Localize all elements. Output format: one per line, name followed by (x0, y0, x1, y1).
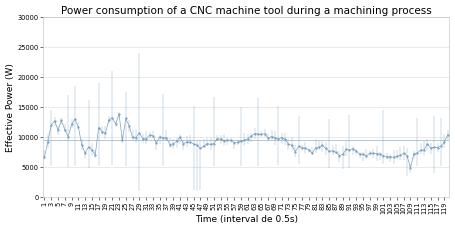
Title: Power consumption of a CNC machine tool during a machining process: Power consumption of a CNC machine tool … (61, 5, 431, 16)
X-axis label: Time (interval de 0.5s): Time (interval de 0.5s) (195, 215, 298, 224)
Y-axis label: Effective Power (W): Effective Power (W) (5, 63, 15, 152)
